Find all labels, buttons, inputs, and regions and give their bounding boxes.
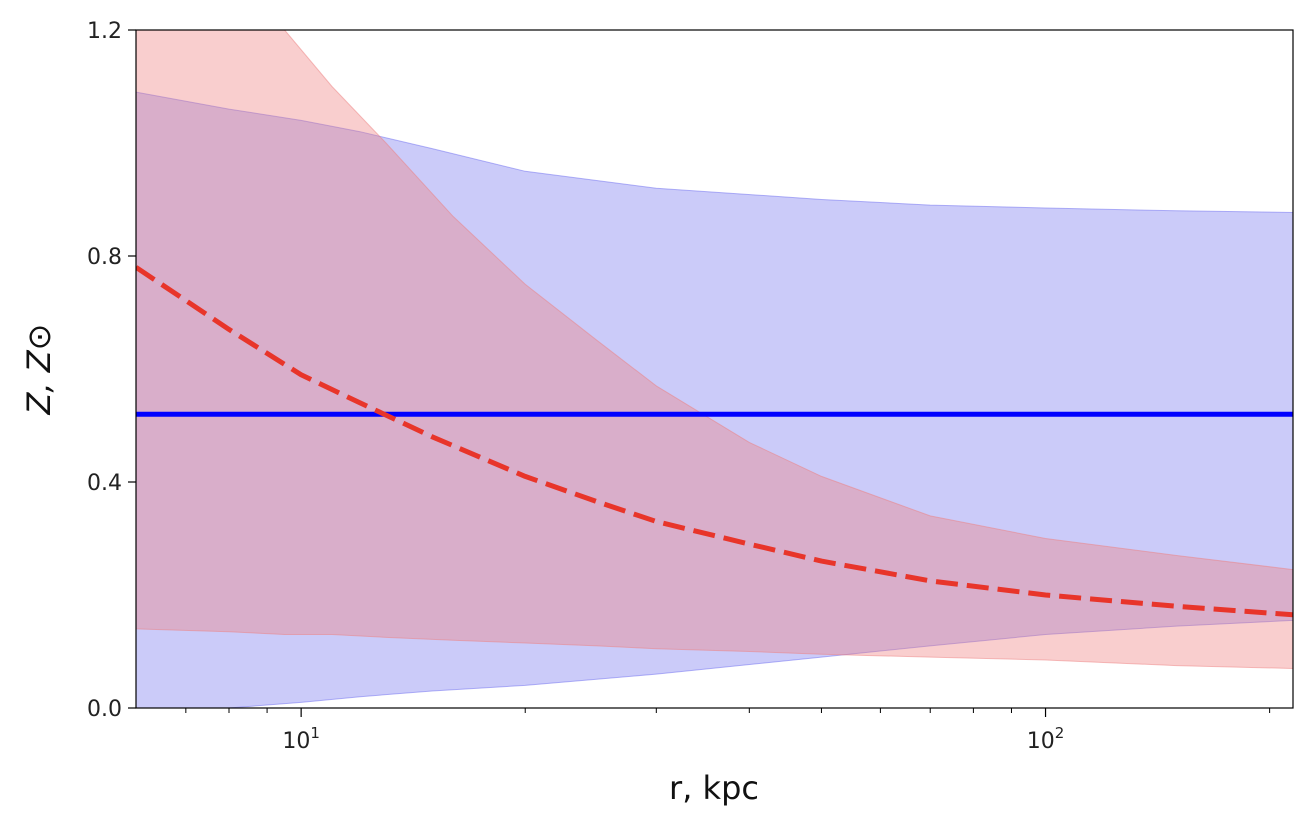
x-axis-label: r, kpc (669, 769, 759, 807)
y-tick-label: 0.4 (87, 471, 122, 496)
y-tick-labels: 0.0 0.4 0.8 1.2 (87, 19, 122, 722)
series-line-2-dashed (136, 265, 1293, 618)
axis-ticks (128, 29, 1271, 717)
confidence-bands (136, 30, 1293, 708)
y-tick-label: 0.8 (87, 245, 122, 270)
y-tick-label: 1.2 (87, 19, 122, 44)
confidence-band-2 (136, 30, 1293, 670)
x-tick-label: 101 (282, 724, 320, 754)
x-tick-labels: 101 102 (282, 724, 1064, 754)
y-tick-label: 0.0 (87, 697, 122, 722)
y-axis-label: Z, Z⊙ (20, 324, 58, 416)
x-tick-label: 102 (1027, 724, 1065, 754)
plot-frame (135, 29, 1294, 709)
confidence-band-1 (136, 91, 1293, 708)
data-lines (136, 265, 1293, 618)
